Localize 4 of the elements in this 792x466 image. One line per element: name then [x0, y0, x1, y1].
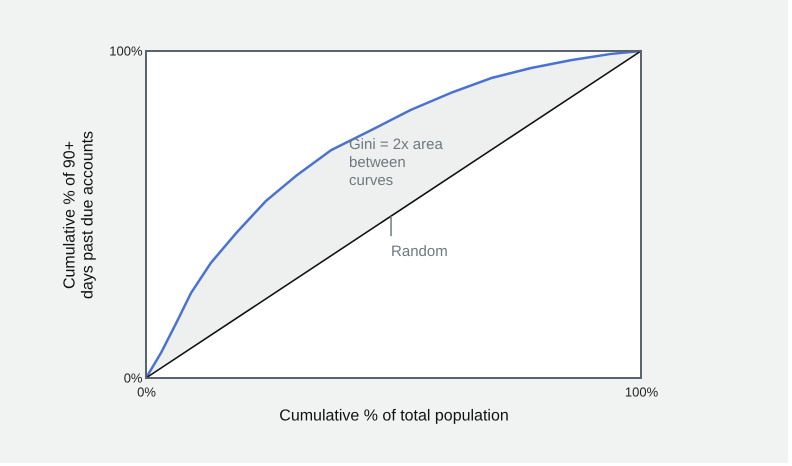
annotation: Gini = 2x area between curves [349, 136, 444, 189]
annotation: Random [391, 243, 448, 260]
y-axis-title: Cumulative % of 90+ days past due accounts [61, 130, 96, 300]
x-axis-title: Cumulative % of total population [279, 408, 509, 424]
